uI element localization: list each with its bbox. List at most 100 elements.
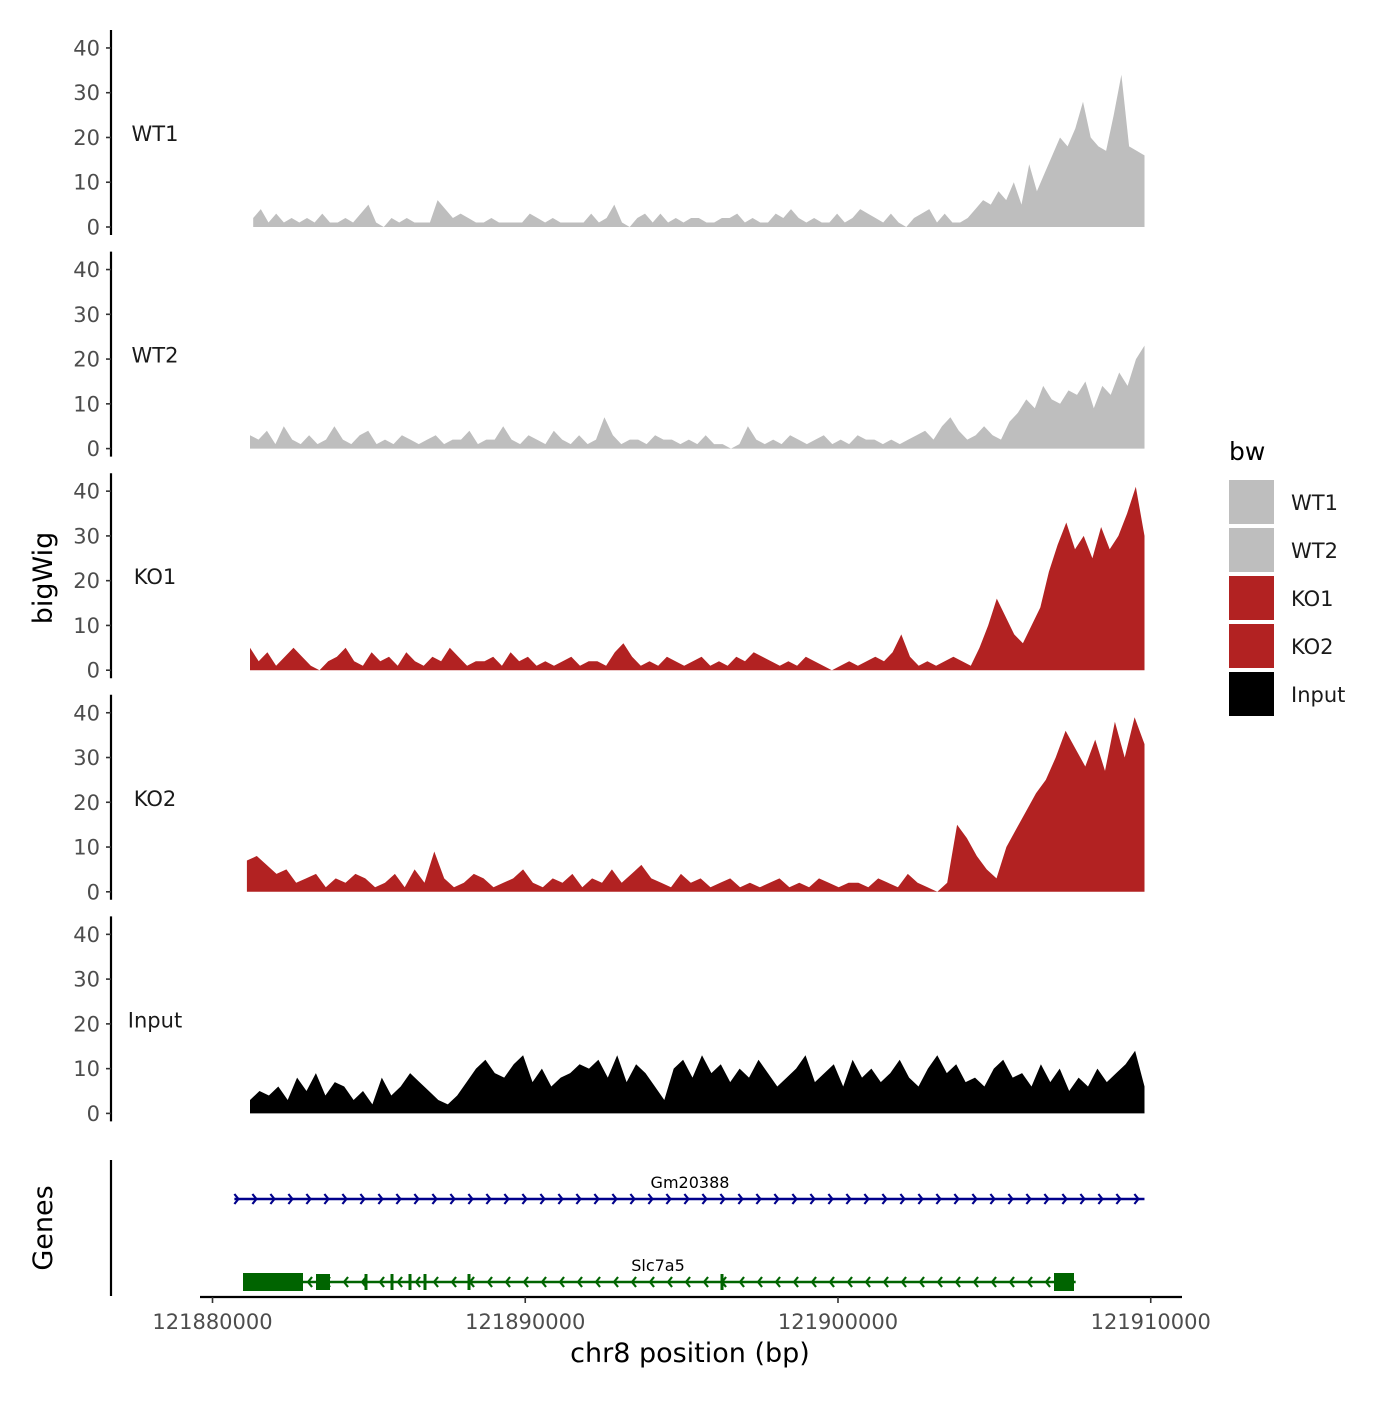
strand-arrow (1043, 1193, 1050, 1205)
strand-arrow (414, 1276, 421, 1288)
strand-arrow (1044, 1276, 1051, 1288)
y-tick-label: 10 (73, 1057, 100, 1081)
strand-arrow (917, 1193, 924, 1205)
strand-arrow (396, 1276, 403, 1288)
strand-arrow (305, 1193, 312, 1205)
legend-item-wt1: WT1 (1229, 480, 1338, 524)
y-tick-label: 20 (73, 791, 100, 815)
x-axis-title: chr8 position (bp) (570, 1338, 810, 1369)
y-tick-label: 10 (73, 171, 100, 195)
strand-arrow (504, 1276, 511, 1288)
legend-swatch (1229, 624, 1274, 668)
strand-arrow (828, 1276, 835, 1288)
y-tick-label: 20 (73, 1012, 100, 1036)
strand-arrow (1079, 1193, 1086, 1205)
legend-item-ko1: KO1 (1229, 576, 1334, 620)
strand-arrow (846, 1276, 853, 1288)
strand-arrow (629, 1193, 636, 1205)
strand-arrow (432, 1276, 439, 1288)
strand-arrow (1007, 1193, 1014, 1205)
legend-title: bw (1229, 437, 1265, 466)
strand-arrow (683, 1193, 690, 1205)
strand-arrow (486, 1276, 493, 1288)
y-tick-label: 30 (73, 968, 100, 992)
x-tick-label: 121880000 (152, 1310, 272, 1334)
legend-swatch (1229, 672, 1274, 716)
y-tick-label: 10 (73, 836, 100, 860)
strand-arrow (881, 1193, 888, 1205)
x-tick-label: 121890000 (465, 1310, 585, 1334)
strand-arrow (485, 1193, 492, 1205)
strand-arrow (864, 1276, 871, 1288)
track-wt2: 0 10 20 30 40 WT2 (73, 251, 1145, 461)
strand-arrow (1026, 1276, 1033, 1288)
strand-arrow (233, 1193, 240, 1205)
strand-arrow (647, 1193, 654, 1205)
y-tick-label: 0 (87, 1102, 100, 1126)
exon-tick (408, 1274, 412, 1290)
legend-swatch (1229, 480, 1274, 524)
legend-item-input: Input (1229, 672, 1345, 716)
strand-arrow (593, 1193, 600, 1205)
strand-arrow (665, 1193, 672, 1205)
area-input (250, 1050, 1145, 1114)
strand-arrow (1115, 1193, 1122, 1205)
strand-arrow (575, 1193, 582, 1205)
strand-arrow (630, 1276, 637, 1288)
y-tick-label: 10 (73, 392, 100, 416)
exon-tick (364, 1274, 368, 1290)
strand-arrow (521, 1193, 528, 1205)
legend-label: KO2 (1291, 635, 1334, 659)
y-tick-label: 20 (73, 348, 100, 372)
strand-arrow (756, 1276, 763, 1288)
track-wt1: 0 10 20 30 40 WT1 (73, 30, 1145, 240)
area-ko1 (250, 486, 1145, 671)
strand-arrow (810, 1276, 817, 1288)
strand-arrow (954, 1276, 961, 1288)
y-tick-label: 40 (73, 36, 100, 60)
y-tick-label: 30 (73, 81, 100, 105)
y-axis-title: bigWig (28, 532, 59, 625)
legend-label: WT1 (1291, 491, 1338, 515)
strand-arrow (900, 1276, 907, 1288)
strand-arrow (845, 1193, 852, 1205)
strand-arrow (737, 1193, 744, 1205)
strand-arrow (791, 1193, 798, 1205)
strand-arrow (1025, 1193, 1032, 1205)
strand-arrow (612, 1276, 619, 1288)
strand-arrow (342, 1276, 349, 1288)
exon-block (243, 1273, 303, 1291)
strand-arrow (935, 1193, 942, 1205)
strand-arrow (648, 1276, 655, 1288)
track-label-input: Input (128, 1008, 182, 1032)
strand-arrow (395, 1193, 402, 1205)
y-tick-label: 40 (73, 923, 100, 947)
gene-label: Slc7a5 (631, 1256, 685, 1275)
exon-tick (390, 1274, 394, 1290)
strand-arrow (701, 1193, 708, 1205)
track-ko1: 0 10 20 30 40 KO1 (73, 473, 1145, 683)
genes-panel: Gm20388 Slc7a5 (109, 1160, 1145, 1296)
gene-label: Gm20388 (651, 1173, 730, 1192)
strand-arrow (990, 1276, 997, 1288)
track-ko2: 0 10 20 30 40 KO2 (73, 694, 1145, 904)
exon-block (316, 1274, 330, 1290)
track-input: 0 10 20 30 40 Input (73, 916, 1145, 1126)
strand-arrow (809, 1193, 816, 1205)
strand-arrow (377, 1193, 384, 1205)
strand-arrow (341, 1193, 348, 1205)
legend-label: WT2 (1291, 539, 1338, 563)
strand-arrow (594, 1276, 601, 1288)
strand-arrow (431, 1193, 438, 1205)
strand-arrow (702, 1276, 709, 1288)
y-tick-label: 40 (73, 701, 100, 725)
strand-arrow (558, 1276, 565, 1288)
strand-arrow (378, 1276, 385, 1288)
y-tick-label: 30 (73, 746, 100, 770)
strand-arrow (323, 1193, 330, 1205)
strand-arrow (755, 1193, 762, 1205)
y-tick-label: 30 (73, 524, 100, 548)
genes-axis-title: Genes (28, 1185, 59, 1270)
y-tick-label: 0 (87, 659, 100, 683)
